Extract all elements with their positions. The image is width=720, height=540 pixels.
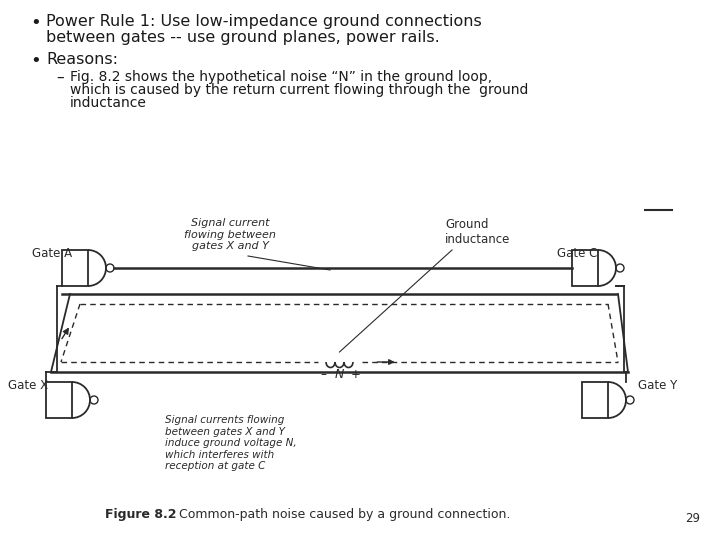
Text: Signal currents flowing
between gates X and Y
induce ground voltage N,
which int: Signal currents flowing between gates X … — [165, 415, 297, 471]
Text: •: • — [30, 14, 41, 32]
Text: N: N — [335, 368, 344, 381]
Text: Signal current
flowing between
gates X and Y: Signal current flowing between gates X a… — [184, 218, 276, 251]
Text: 29: 29 — [685, 512, 700, 525]
Text: Gate C: Gate C — [557, 247, 598, 260]
Text: Common-path noise caused by a ground connection.: Common-path noise caused by a ground con… — [167, 508, 510, 521]
Text: which is caused by the return current flowing through the  ground: which is caused by the return current fl… — [70, 83, 528, 97]
Text: •: • — [30, 52, 41, 70]
Text: Gate X: Gate X — [8, 379, 48, 392]
Text: Fig. 8.2 shows the hypothetical noise “N” in the ground loop,: Fig. 8.2 shows the hypothetical noise “N… — [70, 70, 492, 84]
Text: between gates -- use ground planes, power rails.: between gates -- use ground planes, powe… — [46, 30, 440, 45]
Text: –: – — [320, 368, 326, 381]
Text: +: + — [351, 368, 361, 381]
Text: Gate Y: Gate Y — [638, 379, 678, 392]
Text: Ground
inductance: Ground inductance — [445, 218, 510, 246]
Text: Figure 8.2: Figure 8.2 — [105, 508, 176, 521]
Text: Power Rule 1: Use low-impedance ground connections: Power Rule 1: Use low-impedance ground c… — [46, 14, 482, 29]
Text: –: – — [56, 70, 63, 85]
Text: inductance: inductance — [70, 96, 147, 110]
Text: Reasons:: Reasons: — [46, 52, 118, 67]
Text: Gate A: Gate A — [32, 247, 72, 260]
